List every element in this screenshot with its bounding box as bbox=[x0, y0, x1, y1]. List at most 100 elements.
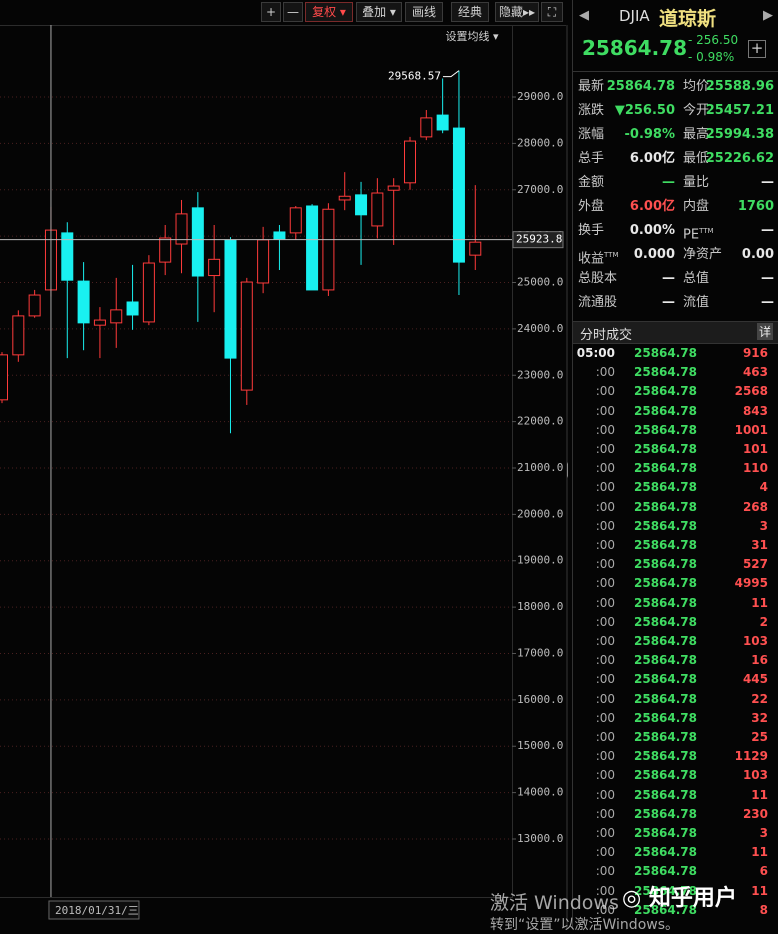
hide-button[interactable]: 隐藏▸▸ bbox=[495, 2, 539, 22]
trade-volume: 16 bbox=[751, 653, 768, 668]
stat-label: 换手 bbox=[578, 223, 605, 238]
y-tick-label: 13000.0 bbox=[517, 832, 563, 845]
y-tick-label: 16000.0 bbox=[517, 693, 563, 706]
stat-label: 最高 bbox=[683, 127, 710, 142]
candle-body bbox=[436, 114, 449, 131]
button-label: 复权 bbox=[312, 5, 337, 19]
trade-time: :00 bbox=[595, 614, 615, 629]
trade-price: 25864.78 bbox=[634, 902, 698, 917]
trade-volume: 230 bbox=[742, 806, 768, 821]
trade-row: :00 25864.78 103 bbox=[573, 766, 778, 785]
trade-price: 25864.78 bbox=[634, 384, 698, 399]
trade-price: 25864.78 bbox=[634, 576, 698, 591]
y-tick-label: 22000.0 bbox=[517, 415, 563, 428]
trade-row: 05:00 25864.78 916 bbox=[573, 344, 778, 363]
trades-header: 分时成交 详 bbox=[573, 321, 778, 344]
stat-value: 25864.78 bbox=[606, 79, 675, 94]
trade-volume: 2568 bbox=[734, 384, 768, 399]
chart-bg bbox=[0, 0, 568, 928]
trade-price: 25864.78 bbox=[634, 653, 698, 668]
stat-label: 量比 bbox=[683, 175, 710, 190]
ma-setting-label: 设置均线 bbox=[445, 30, 490, 43]
trade-time: :00 bbox=[595, 864, 615, 879]
trade-time: :00 bbox=[595, 403, 615, 418]
stat-sup: TTM bbox=[604, 251, 619, 259]
y-tick-label: 15000.0 bbox=[517, 739, 563, 752]
stat-row: 总手 6.00亿 最低 25226.62 bbox=[573, 147, 778, 171]
stat-label: 外盘 bbox=[578, 199, 605, 214]
add-button[interactable]: + bbox=[748, 40, 766, 58]
ma-setting[interactable]: 设置均线 ▾ bbox=[445, 30, 499, 43]
trade-price: 25864.78 bbox=[634, 557, 698, 572]
trade-time: :00 bbox=[595, 442, 615, 456]
trade-volume: 32 bbox=[751, 710, 768, 725]
stat-row: 总股本 — 总值 — bbox=[573, 267, 778, 291]
trade-price: 25864.78 bbox=[634, 826, 698, 840]
y-tick-label: 25000.0 bbox=[517, 276, 563, 289]
trade-price: 25864.78 bbox=[634, 672, 698, 687]
stat-label: 总值 bbox=[683, 271, 710, 286]
trade-time: :00 bbox=[595, 653, 615, 668]
y-tick-label: 18000.0 bbox=[517, 600, 563, 613]
stat-value: 25457.21 bbox=[705, 103, 774, 118]
trade-time: :00 bbox=[595, 883, 615, 898]
watermark: 激活 Windows bbox=[490, 892, 619, 914]
stat-label: 收益TTM bbox=[578, 251, 619, 267]
zhihu-text: 知乎用户 bbox=[648, 886, 737, 911]
trade-price: 25864.78 bbox=[634, 461, 698, 476]
trade-row: :00 25864.78 8 bbox=[573, 901, 778, 920]
stat-label: 最新 bbox=[578, 79, 605, 94]
trade-price: 25864.78 bbox=[634, 538, 698, 552]
trade-time: :00 bbox=[595, 634, 615, 648]
stat-label: 流值 bbox=[683, 295, 710, 310]
overlay-button[interactable]: 叠加 ▾ bbox=[356, 2, 402, 22]
stat-label: 最低 bbox=[683, 151, 710, 166]
y-tick-label: 14000.0 bbox=[517, 786, 563, 799]
trade-volume: 6 bbox=[759, 864, 768, 879]
trade-price: 25864.78 bbox=[634, 518, 698, 533]
draw-button[interactable]: 画线 bbox=[405, 2, 443, 22]
trade-volume: 527 bbox=[742, 557, 768, 572]
candle-body bbox=[371, 192, 384, 227]
stat-value: — bbox=[761, 223, 774, 238]
trade-price: 25864.78 bbox=[634, 403, 698, 418]
stat-sup: TTM bbox=[699, 227, 714, 235]
trade-time: :00 bbox=[595, 461, 615, 476]
candle-body bbox=[77, 280, 90, 324]
zoom-in-button[interactable]: + bbox=[261, 2, 281, 22]
splitter-handle[interactable] bbox=[567, 462, 568, 478]
trade-price: 25864.78 bbox=[634, 730, 698, 744]
stat-value: — bbox=[761, 175, 774, 190]
divider bbox=[573, 71, 778, 72]
stat-value: — bbox=[662, 295, 675, 310]
trade-volume: 11 bbox=[751, 595, 768, 610]
trade-price: 25864.78 bbox=[634, 365, 698, 380]
trade-row: :00 25864.78 101 bbox=[573, 440, 778, 459]
next-button[interactable]: ▶ bbox=[763, 8, 773, 23]
trade-time: :00 bbox=[595, 710, 615, 725]
y-tick-label: 17000.0 bbox=[517, 646, 563, 659]
detail-button[interactable]: 详 bbox=[757, 323, 774, 340]
zoom-out-button[interactable]: — bbox=[283, 2, 303, 22]
prev-button[interactable]: ◀ bbox=[579, 8, 589, 23]
trade-row: :00 25864.78 4995 bbox=[573, 574, 778, 593]
trade-time: 05:00 bbox=[576, 346, 615, 360]
y-tick-label: 24000.0 bbox=[517, 322, 563, 335]
trade-volume: 3 bbox=[759, 518, 768, 533]
chart: 29000.028000.027000.026000.025000.024000… bbox=[0, 0, 568, 928]
trade-time: :00 bbox=[595, 365, 615, 380]
symbol: DJIA bbox=[619, 7, 650, 25]
trade-row: :00 25864.78 16 bbox=[573, 651, 778, 670]
adjust-button[interactable]: 复权 ▾ bbox=[305, 2, 353, 22]
zhihu-watermark: ◎ 知乎用户 bbox=[622, 886, 737, 911]
trade-row: :00 25864.78 527 bbox=[573, 555, 778, 574]
fullscreen-button[interactable]: ⛶ bbox=[541, 2, 563, 22]
classic-button[interactable]: 经典 bbox=[451, 2, 489, 22]
last-price-box bbox=[512, 231, 564, 249]
trade-row: :00 25864.78 31 bbox=[573, 536, 778, 555]
trade-volume: 3 bbox=[759, 826, 768, 840]
trade-price: 25864.78 bbox=[634, 614, 698, 629]
trade-volume: 4995 bbox=[734, 576, 768, 591]
trade-volume: 463 bbox=[742, 365, 768, 380]
candle-body bbox=[452, 127, 465, 263]
